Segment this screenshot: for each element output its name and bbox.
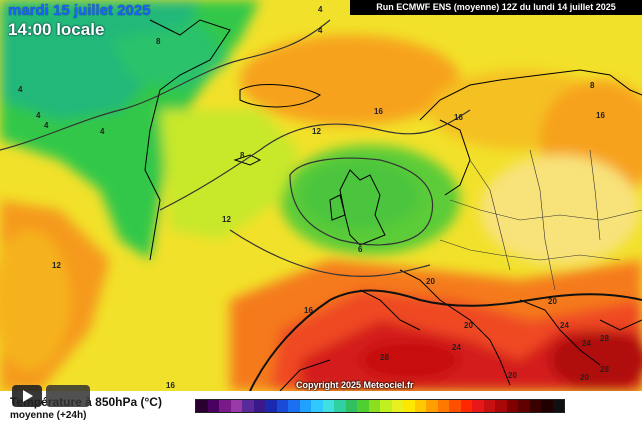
- colorbar-swatch: [380, 400, 392, 412]
- contour-label: 28: [600, 365, 609, 374]
- colorbar-swatch: [230, 400, 242, 412]
- colorbar-swatch: [242, 400, 254, 412]
- colorbar-swatch: [391, 400, 403, 412]
- colorbar-swatch: [472, 400, 484, 412]
- contour-label: 4: [100, 127, 105, 136]
- contour-label: 4: [18, 85, 23, 94]
- contour-label: 12: [312, 127, 321, 136]
- colorbar-swatch: [483, 400, 495, 412]
- colorbar-swatch: [311, 400, 323, 412]
- contour-label: 24: [582, 339, 591, 348]
- colorbar-swatch: [403, 400, 415, 412]
- colorbar-swatch: [368, 400, 380, 412]
- colorbar-swatch: [219, 400, 231, 412]
- colorbar: [195, 399, 565, 413]
- colorbar-swatch: [414, 400, 426, 412]
- colorbar-swatch: [334, 400, 346, 412]
- contour-label: 20: [426, 277, 435, 286]
- contour-label: 16: [166, 381, 175, 390]
- forecast-date: mardi 15 juillet 2025: [8, 2, 151, 19]
- contour-label: 12: [222, 215, 231, 224]
- colorbar-swatch: [253, 400, 265, 412]
- colorbar-swatch: [529, 400, 541, 412]
- colorbar-swatch: [552, 400, 564, 412]
- video-controls[interactable]: [46, 385, 90, 407]
- contour-label: 16: [374, 107, 383, 116]
- colorbar-swatch: [288, 400, 300, 412]
- contour-label: 4: [44, 121, 49, 130]
- contour-label: 16: [304, 306, 313, 315]
- contour-label: 20: [548, 297, 557, 306]
- colorbar-swatch: [196, 400, 208, 412]
- contour-label: 12: [52, 261, 61, 270]
- colorbar-swatch: [345, 400, 357, 412]
- contour-label: 24: [560, 321, 569, 330]
- colorbar-swatch: [449, 400, 461, 412]
- contour-label: 28: [600, 334, 609, 343]
- colorbar-swatch: [437, 400, 449, 412]
- contour-label: 4: [36, 111, 41, 120]
- colorbar-swatch: [518, 400, 530, 412]
- colorbar-swatch: [265, 400, 277, 412]
- contour-label: 20: [580, 373, 589, 382]
- colorbar-swatch: [322, 400, 334, 412]
- contour-label: 24: [452, 343, 461, 352]
- run-info-banner: Run ECMWF ENS (moyenne) 12Z du lundi 14 …: [350, 0, 642, 15]
- contour-label: 16: [596, 111, 605, 120]
- contour-label: 8: [590, 81, 595, 90]
- contour-label: 4: [318, 26, 323, 35]
- forecast-time: 14:00 locale: [8, 20, 105, 39]
- colorbar-swatch: [357, 400, 369, 412]
- contour-label: 4: [318, 5, 323, 14]
- colorbar-swatch: [299, 400, 311, 412]
- contour-label: 20: [508, 371, 517, 380]
- contour-label: 28: [380, 353, 389, 362]
- contour-label: 8: [240, 151, 245, 160]
- colorbar-swatch: [426, 400, 438, 412]
- contour-label: 16: [454, 113, 463, 122]
- copyright: Copyright 2025 Meteociel.fr: [296, 380, 414, 390]
- play-icon[interactable]: [12, 385, 42, 407]
- colorbar-swatch: [460, 400, 472, 412]
- colorbar-swatch: [495, 400, 507, 412]
- colorbar-swatch: [276, 400, 288, 412]
- contour-label: 8: [156, 37, 161, 46]
- colorbar-swatch: [207, 400, 219, 412]
- legend-subtitle: moyenne (+24h): [10, 410, 87, 421]
- contour-label: 6: [358, 245, 363, 254]
- colorbar-swatch: [506, 400, 518, 412]
- colorbar-swatch: [541, 400, 553, 412]
- contour-label: 20: [464, 321, 473, 330]
